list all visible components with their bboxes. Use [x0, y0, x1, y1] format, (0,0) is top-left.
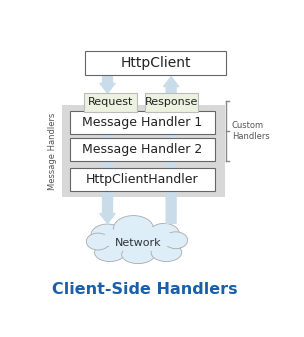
FancyBboxPatch shape — [85, 51, 226, 75]
Text: HttpClient: HttpClient — [121, 56, 191, 70]
FancyArrow shape — [164, 112, 179, 223]
Ellipse shape — [113, 216, 154, 242]
FancyBboxPatch shape — [70, 168, 215, 191]
Text: Client-Side Handlers: Client-Side Handlers — [52, 282, 238, 297]
Text: Message Handler 2: Message Handler 2 — [82, 143, 202, 156]
Ellipse shape — [149, 223, 179, 244]
FancyBboxPatch shape — [84, 93, 137, 112]
FancyArrow shape — [100, 112, 115, 223]
Ellipse shape — [86, 233, 110, 250]
Ellipse shape — [103, 226, 174, 252]
FancyBboxPatch shape — [70, 138, 215, 161]
Ellipse shape — [95, 243, 125, 262]
Text: HttpClientHandler: HttpClientHandler — [86, 173, 199, 186]
FancyBboxPatch shape — [70, 111, 215, 134]
FancyArrow shape — [100, 77, 115, 93]
Text: Message Handlers: Message Handlers — [48, 113, 57, 190]
FancyBboxPatch shape — [61, 105, 225, 197]
Text: Custom
Handlers: Custom Handlers — [232, 121, 269, 141]
Ellipse shape — [151, 243, 182, 262]
FancyArrow shape — [164, 77, 179, 94]
Text: Request: Request — [88, 97, 133, 108]
FancyBboxPatch shape — [145, 93, 198, 112]
Text: Message Handler 1: Message Handler 1 — [82, 116, 202, 129]
Text: Response: Response — [145, 97, 199, 108]
Ellipse shape — [164, 232, 188, 249]
Ellipse shape — [122, 245, 155, 264]
Text: Network: Network — [115, 238, 161, 248]
Ellipse shape — [91, 224, 124, 246]
Ellipse shape — [93, 232, 183, 256]
